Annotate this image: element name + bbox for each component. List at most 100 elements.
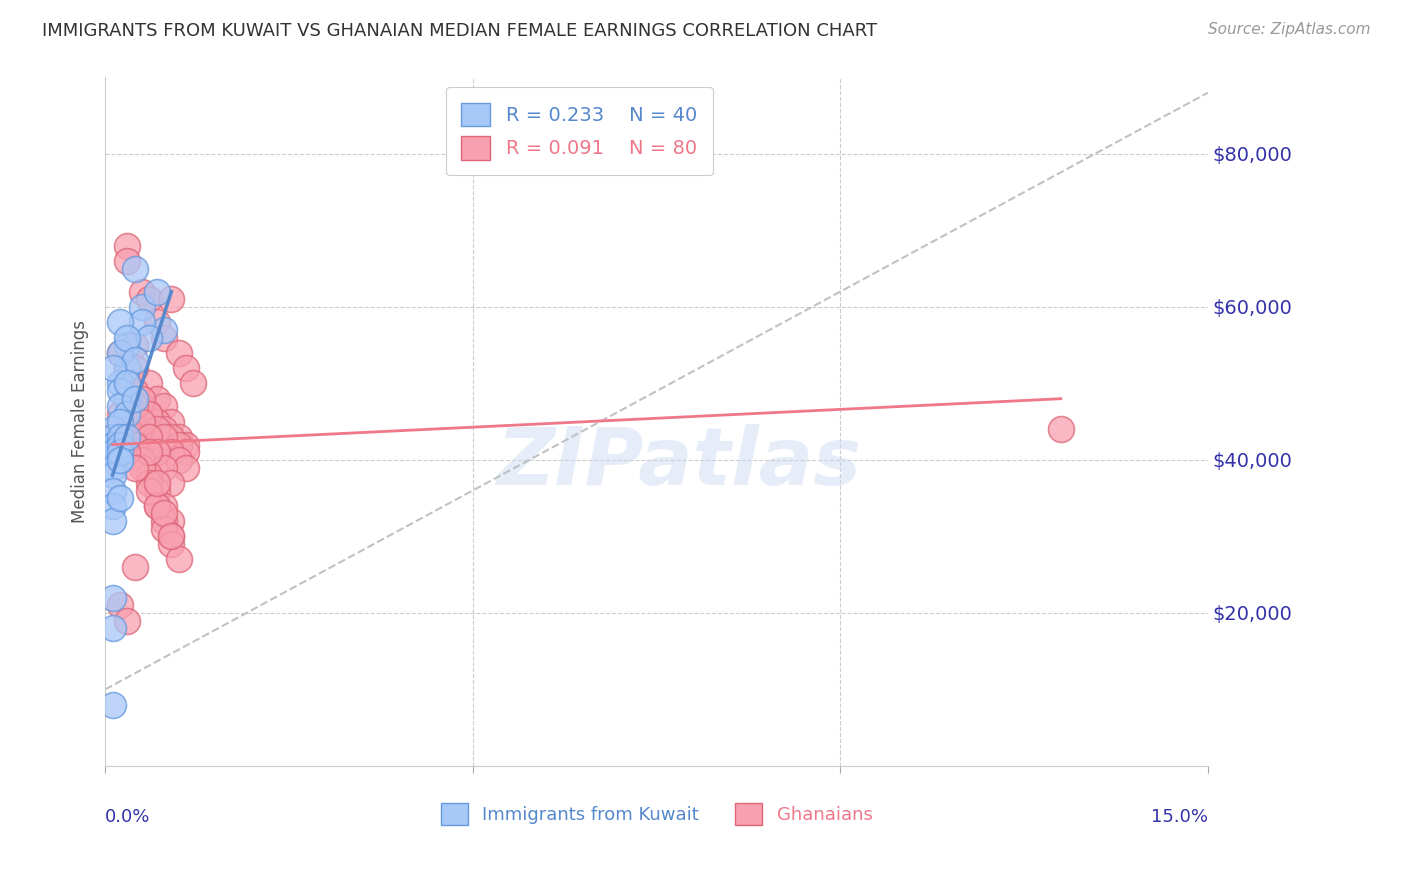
Point — [108, 453, 131, 467]
Point — [153, 422, 176, 436]
Point — [108, 407, 131, 421]
Point — [101, 698, 124, 712]
Point — [160, 475, 183, 490]
Point — [153, 430, 176, 444]
Point — [108, 346, 131, 360]
Legend: Immigrants from Kuwait, Ghanaians: Immigrants from Kuwait, Ghanaians — [433, 796, 880, 832]
Point — [117, 422, 139, 436]
Point — [1049, 422, 1071, 436]
Point — [131, 453, 153, 467]
Point — [160, 529, 183, 543]
Point — [117, 392, 139, 406]
Text: 0.0%: 0.0% — [105, 807, 150, 825]
Point — [145, 475, 167, 490]
Point — [138, 445, 160, 459]
Point — [124, 437, 146, 451]
Point — [153, 507, 176, 521]
Point — [160, 537, 183, 551]
Text: ZIPatlas: ZIPatlas — [496, 424, 860, 502]
Point — [153, 499, 176, 513]
Point — [108, 437, 131, 451]
Point — [160, 430, 183, 444]
Point — [160, 415, 183, 429]
Point — [124, 384, 146, 398]
Point — [138, 407, 160, 421]
Point — [145, 422, 167, 436]
Point — [117, 407, 139, 421]
Point — [167, 430, 190, 444]
Point — [138, 445, 160, 459]
Point — [117, 338, 139, 352]
Point — [145, 285, 167, 299]
Point — [124, 407, 146, 421]
Point — [167, 346, 190, 360]
Y-axis label: Median Female Earnings: Median Female Earnings — [72, 320, 89, 523]
Point — [101, 445, 124, 459]
Point — [138, 483, 160, 498]
Point — [138, 293, 160, 307]
Point — [101, 430, 124, 444]
Point — [108, 400, 131, 414]
Point — [124, 353, 146, 368]
Point — [101, 483, 124, 498]
Point — [153, 400, 176, 414]
Point — [117, 361, 139, 376]
Point — [108, 430, 131, 444]
Point — [153, 522, 176, 536]
Point — [108, 491, 131, 505]
Point — [131, 437, 153, 451]
Text: 15.0%: 15.0% — [1152, 807, 1208, 825]
Point — [124, 338, 146, 352]
Point — [108, 430, 131, 444]
Point — [117, 330, 139, 344]
Point — [145, 415, 167, 429]
Point — [101, 468, 124, 483]
Point — [108, 599, 131, 613]
Point — [153, 514, 176, 528]
Point — [138, 407, 160, 421]
Point — [153, 323, 176, 337]
Point — [101, 422, 124, 436]
Point — [124, 430, 146, 444]
Point — [174, 437, 197, 451]
Point — [117, 445, 139, 459]
Point — [131, 300, 153, 314]
Point — [167, 437, 190, 451]
Point — [124, 560, 146, 574]
Point — [131, 460, 153, 475]
Point — [117, 254, 139, 268]
Point — [124, 261, 146, 276]
Point — [124, 392, 146, 406]
Point — [117, 238, 139, 252]
Point — [101, 437, 124, 451]
Point — [108, 445, 131, 459]
Point — [160, 514, 183, 528]
Point — [174, 460, 197, 475]
Point — [160, 293, 183, 307]
Point — [138, 475, 160, 490]
Point — [138, 376, 160, 391]
Point — [138, 468, 160, 483]
Point — [124, 460, 146, 475]
Point — [153, 460, 176, 475]
Point — [117, 430, 139, 444]
Point — [117, 376, 139, 391]
Point — [138, 330, 160, 344]
Point — [167, 552, 190, 566]
Point — [131, 392, 153, 406]
Text: IMMIGRANTS FROM KUWAIT VS GHANAIAN MEDIAN FEMALE EARNINGS CORRELATION CHART: IMMIGRANTS FROM KUWAIT VS GHANAIAN MEDIA… — [42, 22, 877, 40]
Point — [108, 453, 131, 467]
Point — [174, 361, 197, 376]
Point — [108, 315, 131, 329]
Point — [101, 499, 124, 513]
Point — [183, 376, 205, 391]
Point — [167, 453, 190, 467]
Point — [101, 460, 124, 475]
Point — [131, 315, 153, 329]
Point — [145, 483, 167, 498]
Point — [145, 445, 167, 459]
Point — [101, 514, 124, 528]
Point — [145, 453, 167, 467]
Point — [145, 392, 167, 406]
Point — [117, 361, 139, 376]
